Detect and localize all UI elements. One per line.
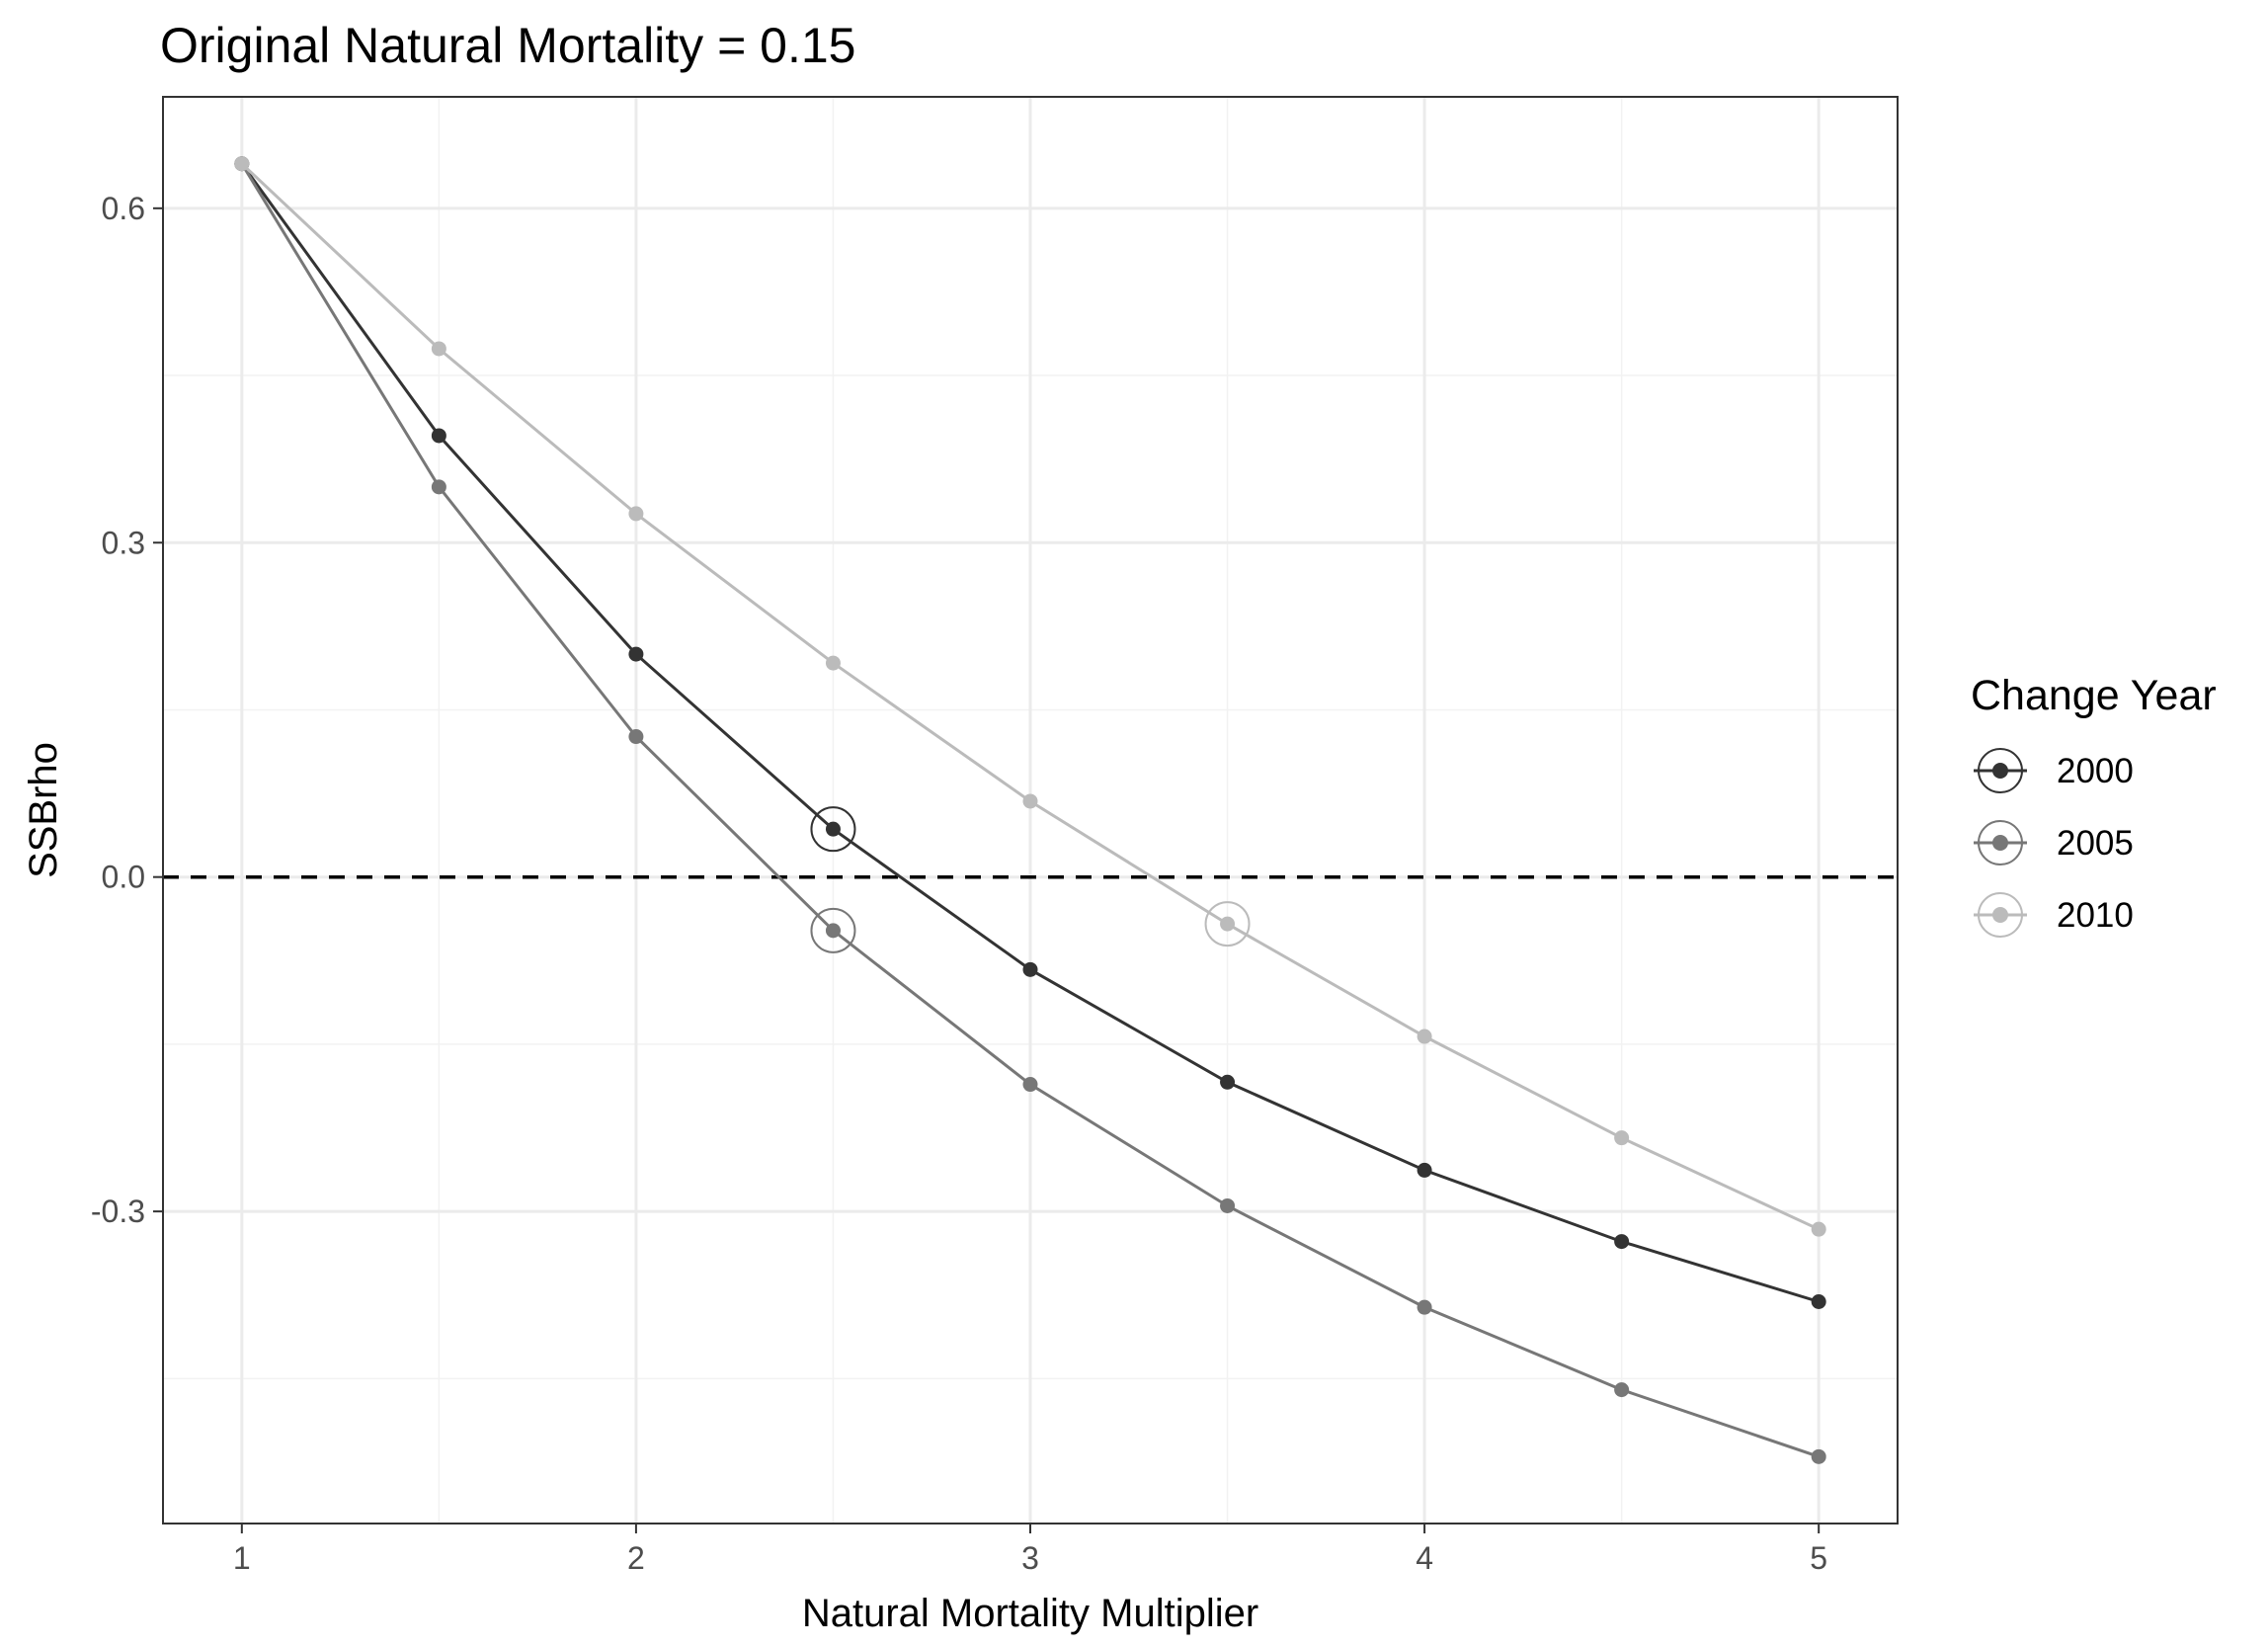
legend-item-2000: 2000 bbox=[1974, 748, 2134, 793]
x-axis-title: Natural Mortality Multiplier bbox=[802, 1592, 1258, 1635]
y-axis-ticks: -0.3 0.0 0.3 0.6 bbox=[91, 191, 163, 1229]
point-2010-3 bbox=[825, 655, 841, 671]
series-2010 bbox=[234, 156, 1826, 1237]
point-2010-8 bbox=[1811, 1221, 1826, 1237]
point-2005-7 bbox=[1614, 1382, 1630, 1398]
legend-key-ring-2000 bbox=[1978, 748, 2023, 793]
point-2010-6 bbox=[1417, 1029, 1432, 1044]
point-2005-1 bbox=[431, 479, 446, 495]
point-2000-5 bbox=[1220, 1074, 1236, 1090]
legend-key-point-2005 bbox=[1992, 835, 2008, 851]
point-2000-6 bbox=[1417, 1162, 1432, 1178]
point-2000-7 bbox=[1614, 1234, 1630, 1250]
highlight-ring-2005 bbox=[810, 907, 856, 953]
point-2010-2 bbox=[628, 506, 644, 522]
highlight-ring-2010 bbox=[1204, 901, 1251, 948]
legend-item-2010: 2010 bbox=[1974, 892, 2134, 938]
legend-title: Change Year bbox=[1971, 672, 2217, 719]
point-2000-1 bbox=[431, 428, 446, 444]
highlight-ring-2000 bbox=[810, 806, 856, 853]
point-2005-3 bbox=[825, 923, 841, 939]
legend-key-point-2010 bbox=[1992, 907, 2008, 923]
point-2010-4 bbox=[1022, 793, 1038, 809]
point-2010-0 bbox=[234, 156, 250, 172]
point-2000-3 bbox=[825, 821, 841, 837]
series-group bbox=[234, 156, 1826, 1464]
x-tick-label-0: 1 bbox=[233, 1540, 251, 1576]
x-axis-ticks: 1 2 3 4 5 bbox=[233, 1524, 1827, 1576]
y-tick-label-3: 0.6 bbox=[102, 191, 145, 226]
point-2000-8 bbox=[1811, 1294, 1826, 1310]
legend-label-2000: 2000 bbox=[2057, 752, 2134, 790]
y-tick-label-1: 0.0 bbox=[102, 860, 145, 895]
point-2005-6 bbox=[1417, 1299, 1432, 1315]
x-tick-label-1: 2 bbox=[627, 1540, 645, 1576]
y-axis-title: SSBrho bbox=[22, 742, 65, 878]
point-2000-4 bbox=[1022, 961, 1038, 977]
point-2010-1 bbox=[431, 341, 446, 357]
legend-label-2010: 2010 bbox=[2057, 896, 2134, 935]
legend-key-point-2000 bbox=[1992, 763, 2008, 779]
point-2005-8 bbox=[1811, 1448, 1826, 1464]
y-tick-label-2: 0.3 bbox=[102, 525, 145, 560]
legend-item-2005: 2005 bbox=[1974, 820, 2134, 865]
legend-items: 2000 2005 2010 bbox=[1974, 748, 2134, 938]
legend-key-ring-2005 bbox=[1978, 820, 2023, 865]
point-2005-5 bbox=[1220, 1197, 1236, 1213]
point-2000-2 bbox=[628, 646, 644, 662]
x-tick-label-3: 4 bbox=[1416, 1540, 1433, 1576]
y-tick-label-0: -0.3 bbox=[91, 1194, 145, 1229]
x-tick-label-2: 3 bbox=[1021, 1540, 1039, 1576]
plot-panel bbox=[162, 96, 1899, 1524]
legend-key-ring-2010 bbox=[1978, 892, 2023, 938]
point-2005-2 bbox=[628, 729, 644, 745]
legend-label-2005: 2005 bbox=[2057, 824, 2134, 863]
point-2010-5 bbox=[1220, 916, 1236, 932]
chart-title: Original Natural Mortality = 0.15 bbox=[160, 18, 855, 73]
x-tick-label-4: 5 bbox=[1810, 1540, 1827, 1576]
point-2010-7 bbox=[1614, 1130, 1630, 1146]
legend: Change Year 2000 2005 2010 bbox=[1971, 672, 2217, 938]
point-2005-4 bbox=[1022, 1077, 1038, 1093]
